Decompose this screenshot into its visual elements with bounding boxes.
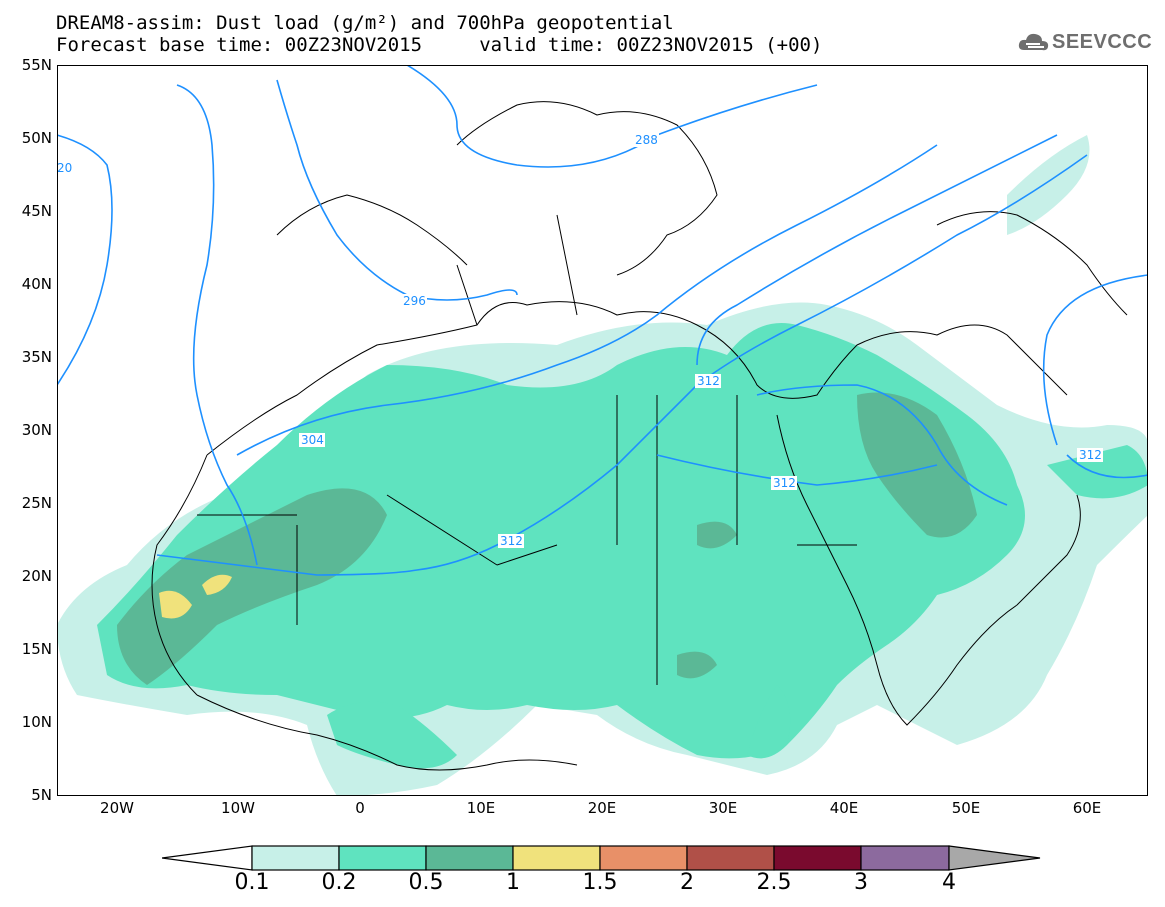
geopotential-contours xyxy=(58,66,1147,576)
map-subtitle: Forecast base time: 00Z23NOV2015 valid t… xyxy=(56,34,823,56)
lat-label: 55N xyxy=(21,56,52,74)
colorbar-bin xyxy=(425,845,514,871)
contour-label: 20 xyxy=(57,161,72,175)
colorbar-label: 1.5 xyxy=(582,870,618,895)
cloud-icon xyxy=(1018,33,1049,51)
lat-label: 5N xyxy=(31,786,52,804)
contour-label: 312 xyxy=(697,374,720,388)
contour-label: 296 xyxy=(403,294,426,308)
lon-label: 40E xyxy=(829,799,859,817)
dust-field-dark xyxy=(117,392,977,685)
lon-label: 50E xyxy=(951,799,981,817)
colorbar-bin xyxy=(686,845,775,871)
dust-field-medium xyxy=(97,323,1147,769)
colorbar-label: 0.2 xyxy=(321,870,357,895)
colorbar xyxy=(162,845,1041,871)
colorbar-bin xyxy=(860,845,950,871)
colorbar-label: 0.1 xyxy=(234,870,270,895)
lat-label: 15N xyxy=(21,640,52,658)
lat-label: 40N xyxy=(21,275,52,293)
coastlines xyxy=(151,101,1128,771)
map-title: DREAM8-assim: Dust load (g/m²) and 700hP… xyxy=(56,12,674,34)
colorbar-label: 3 xyxy=(854,870,868,895)
colorbar-label: 2 xyxy=(680,870,694,895)
lon-label: 20W xyxy=(100,799,134,817)
dust-map: 20 288 296 304 312 312 312 312 xyxy=(57,65,1148,796)
colorbar-label: 0.5 xyxy=(408,870,444,895)
lat-label: 10N xyxy=(21,713,52,731)
lon-label: 0 xyxy=(355,799,365,817)
colorbar-label: 2.5 xyxy=(756,870,792,895)
lon-label: 60E xyxy=(1072,799,1102,817)
colorbar-bin xyxy=(251,845,340,871)
logo-text: SEEVCCC xyxy=(1052,31,1153,53)
lon-label: 20E xyxy=(587,799,617,817)
lat-label: 25N xyxy=(21,494,52,512)
contour-label: 312 xyxy=(500,534,523,548)
dust-field-high xyxy=(159,574,232,619)
lon-label: 10E xyxy=(466,799,496,817)
colorbar-label: 1 xyxy=(506,870,520,895)
contour-label: 312 xyxy=(773,476,796,490)
seevccc-logo: SEEVCCC xyxy=(1018,29,1158,55)
colorbar-bin xyxy=(338,845,427,871)
contour-labels: 20 288 296 304 312 312 312 312 xyxy=(57,133,1103,548)
colorbar-bin xyxy=(773,845,862,871)
contour-label: 312 xyxy=(1079,448,1102,462)
colorbar-bin xyxy=(599,845,688,871)
lon-label: 10W xyxy=(221,799,255,817)
colorbar-high-arrow xyxy=(948,845,1041,871)
lat-label: 45N xyxy=(21,202,52,220)
lon-label: 30E xyxy=(708,799,738,817)
colorbar-label: 4 xyxy=(942,870,956,895)
contour-label: 304 xyxy=(301,433,324,447)
lat-label: 30N xyxy=(21,421,52,439)
lat-label: 35N xyxy=(21,348,52,366)
contour-label: 288 xyxy=(635,133,658,147)
colorbar-low-arrow xyxy=(162,845,253,871)
map-canvas: 20 288 296 304 312 312 312 312 xyxy=(57,66,1147,795)
lat-label: 20N xyxy=(21,567,52,585)
lat-label: 50N xyxy=(21,129,52,147)
colorbar-bin xyxy=(512,845,601,871)
